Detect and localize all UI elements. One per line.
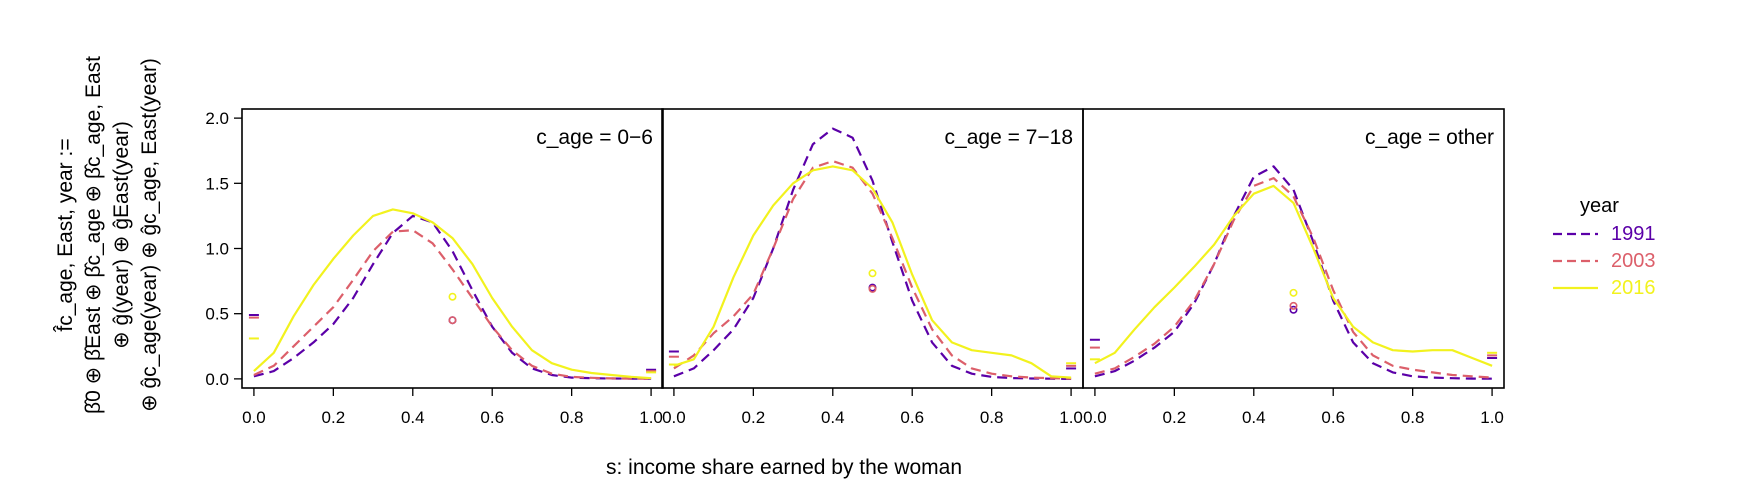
y-tick-label: 0.0 xyxy=(205,370,229,389)
y-axis-title: f̂c_age, East, year := β̂0 ⊕ β̂East ⊕ β̂… xyxy=(54,56,161,414)
x-tick-label: 1.0 xyxy=(1059,408,1083,427)
y-axis-title-line-1: f̂c_age, East, year := xyxy=(54,138,77,332)
panel-1: c_age = 0−6 0.0 0.2 0.4 0.6 0.8 1.0 xyxy=(241,108,664,427)
y-tick-label: 0.5 xyxy=(205,305,229,324)
x-tick-label: 0.2 xyxy=(322,408,346,427)
x-tick-label: 1.0 xyxy=(1480,408,1504,427)
legend-item-2003: 2003 xyxy=(1553,250,1656,272)
legend-item-1991: 1991 xyxy=(1553,223,1656,245)
x-tick-label: 0.0 xyxy=(662,408,686,427)
point-2016 xyxy=(448,292,457,301)
y-axis-title-line-4: ⊕ ĝc_age(year) ⊕ ĝc_age, East(year) xyxy=(138,58,161,412)
x-tick-label: 0.4 xyxy=(821,408,845,427)
y-tick-label: 1.5 xyxy=(205,174,229,193)
x-tick-label: 1.0 xyxy=(639,408,663,427)
panel-2: c_age = 7−18 0.0 0.2 0.4 0.6 0.8 1.0 xyxy=(661,108,1084,427)
y-axis-title-line-3: ⊕ ĝ(year) ⊕ ĝEast(year) xyxy=(110,121,133,349)
line-1991 xyxy=(673,127,1072,380)
x-tick-label: 0.8 xyxy=(560,408,584,427)
line-2003 xyxy=(1094,177,1493,379)
line-2003 xyxy=(673,160,1072,380)
y-axis: 0.0 0.5 1.0 1.5 2.0 xyxy=(205,109,242,389)
line-2016 xyxy=(253,208,652,380)
line-1991 xyxy=(253,214,652,380)
x-tick-label: 0.2 xyxy=(1163,408,1187,427)
line-2016 xyxy=(1094,184,1493,367)
line-1991 xyxy=(1094,165,1493,380)
point-2003 xyxy=(868,284,877,293)
legend-label: 2016 xyxy=(1611,277,1656,299)
point-1991 xyxy=(1289,305,1298,314)
point-2003 xyxy=(448,316,457,325)
panel-frame xyxy=(1082,108,1505,389)
panel-frame xyxy=(241,108,664,389)
line-2016 xyxy=(673,165,1072,379)
x-tick-label: 0.0 xyxy=(242,408,266,427)
point-2003 xyxy=(1289,301,1298,310)
panel-title: c_age = 7−18 xyxy=(945,126,1073,149)
y-tick-label: 2.0 xyxy=(205,109,229,128)
panels-group: c_age = 0−60.0 0.2 0.4 0.6 0.8 1.0c_age = 7−1… xyxy=(241,108,1505,427)
x-tick-label: 0.0 xyxy=(1083,408,1107,427)
x-tick-label: 0.8 xyxy=(1401,408,1425,427)
x-tick-label: 0.6 xyxy=(900,408,924,427)
legend-title: year xyxy=(1580,195,1619,217)
point-2016 xyxy=(1289,288,1298,297)
x-tick-label: 0.6 xyxy=(480,408,504,427)
point-2016 xyxy=(868,269,877,278)
panel-frame xyxy=(661,108,1084,389)
x-tick-label: 0.4 xyxy=(401,408,425,427)
legend: year 1991 2003 2016 xyxy=(1553,195,1656,299)
line-2003 xyxy=(253,229,652,380)
x-tick-label: 0.6 xyxy=(1321,408,1345,427)
x-tick-label: 0.2 xyxy=(742,408,766,427)
x-tick-label: 0.4 xyxy=(1242,408,1266,427)
legend-item-2016: 2016 xyxy=(1553,277,1656,299)
panel-title: c_age = 0−6 xyxy=(536,126,653,149)
legend-label: 2003 xyxy=(1611,250,1656,272)
panel-title: c_age = other xyxy=(1365,126,1494,149)
legend-items: 1991 2003 2016 xyxy=(1553,223,1656,299)
legend-label: 1991 xyxy=(1611,223,1656,245)
y-axis-title-line-2: β̂0 ⊕ β̂East ⊕ β̂c_age ⊕ β̂c_age, East xyxy=(82,56,105,414)
panel-3: c_age = other 0.0 0.2 0.4 0.6 0.8 1.0 xyxy=(1082,108,1505,427)
x-tick-label: 0.8 xyxy=(980,408,1004,427)
x-axis-title: s: income share earned by the woman xyxy=(606,456,962,479)
y-tick-label: 1.0 xyxy=(205,240,229,259)
